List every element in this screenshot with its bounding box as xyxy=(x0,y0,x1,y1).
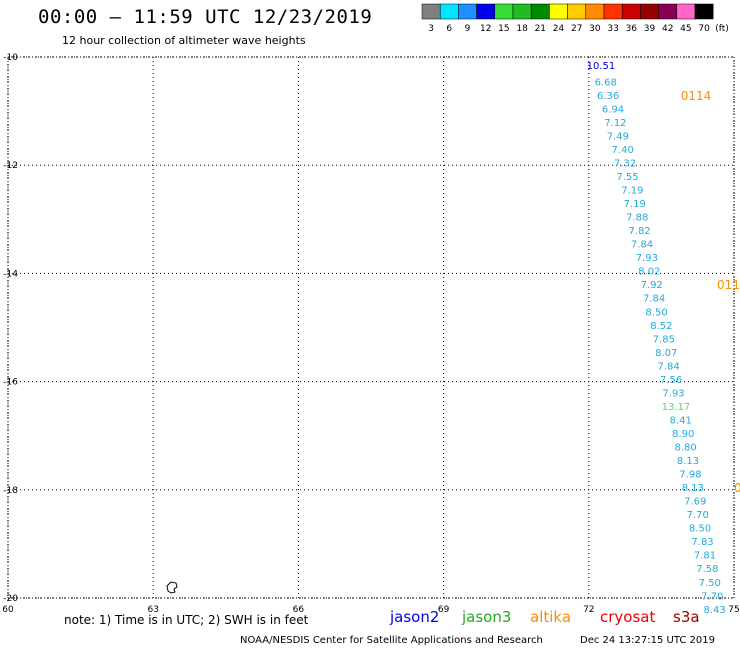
legend-label: 39 xyxy=(644,24,656,34)
legend-label: 45 xyxy=(680,24,691,34)
legend-label: 3 xyxy=(428,24,434,34)
lon-tick-label: 66 xyxy=(293,605,305,615)
legend-label: 12 xyxy=(480,24,491,34)
legend-label: 24 xyxy=(553,24,565,34)
wave-height-label[interactable]: 7.84 xyxy=(631,240,653,251)
wave-height-label[interactable]: 7.70 xyxy=(687,510,709,521)
wave-height-label[interactable]: 7.93 xyxy=(636,253,658,264)
map-frame xyxy=(7,56,735,599)
wave-height-label[interactable]: 7.70 xyxy=(701,591,723,602)
color-legend: 3 6 9 12 15 18 21 24 27 30 33 36 39 42 45 70 (ft) xyxy=(421,3,729,34)
wave-height-label[interactable]: 7.82 xyxy=(628,226,650,237)
pass-time-label: 011 xyxy=(734,481,740,495)
wave-height-label[interactable]: 7.12 xyxy=(604,118,626,129)
wave-height-label[interactable]: 8.90 xyxy=(672,429,694,440)
wave-height-label[interactable]: 8.52 xyxy=(650,321,672,332)
wave-height-label[interactable]: 7.58 xyxy=(696,564,718,575)
wave-height-label[interactable]: 7.55 xyxy=(616,172,638,183)
lat-tick-label: -10 xyxy=(3,53,18,63)
island-outline xyxy=(166,581,178,594)
legend-label: 6 xyxy=(446,24,452,34)
wave-height-label[interactable]: 8.02 xyxy=(638,267,660,278)
satellite-label-cryosat: cryosat xyxy=(600,608,656,626)
legend-label: 30 xyxy=(589,24,601,34)
satellite-label-jason3: jason3 xyxy=(462,608,512,626)
lon-tick-label: 69 xyxy=(438,605,450,615)
legend-label: 70 xyxy=(698,24,710,34)
page-subtitle: 12 hour collection of altimeter wave hei… xyxy=(62,34,306,47)
lat-tick-label: -14 xyxy=(3,269,18,279)
wave-height-label[interactable]: 7.81 xyxy=(694,551,716,562)
wave-height-label[interactable]: 7.84 xyxy=(658,361,680,372)
legend-label: 21 xyxy=(535,24,546,34)
wave-height-label[interactable]: 7.19 xyxy=(621,186,643,197)
page-title: 00:00 – 11:59 UTC 12/23/2019 xyxy=(38,6,373,28)
wave-height-label[interactable]: 7.92 xyxy=(641,280,663,291)
lat-tick-label: -12 xyxy=(3,161,18,171)
wave-height-label[interactable]: 7.69 xyxy=(684,497,706,508)
legend-label: 33 xyxy=(607,24,618,34)
lon-tick-label: 75 xyxy=(728,605,739,615)
wave-height-label[interactable]: 7.85 xyxy=(653,334,675,345)
wave-height-label[interactable]: 7.56 xyxy=(660,375,682,386)
wave-height-label[interactable]: 6.36 xyxy=(597,91,619,102)
legend-label: 15 xyxy=(498,24,509,34)
pass-time-label: 0114 xyxy=(681,89,712,103)
wave-height-label[interactable]: 6.94 xyxy=(602,104,624,115)
wave-height-label[interactable]: 6.68 xyxy=(595,77,617,88)
wave-height-label[interactable]: 8.07 xyxy=(655,348,677,359)
wave-height-label[interactable]: 8.80 xyxy=(674,443,696,454)
wave-height-label[interactable]: 8.41 xyxy=(670,415,692,426)
lat-tick-label: -20 xyxy=(3,594,18,604)
wave-height-label[interactable]: 8.50 xyxy=(645,307,667,318)
wave-height-label[interactable]: 7.32 xyxy=(614,158,636,169)
legend-label: 42 xyxy=(662,24,673,34)
wave-height-label[interactable]: 7.83 xyxy=(691,537,713,548)
wave-height-label[interactable]: 7.98 xyxy=(679,470,701,481)
credit-line: NOAA/NESDIS Center for Satellite Applica… xyxy=(240,635,543,646)
legend-unit: (ft) xyxy=(715,24,729,34)
wave-height-label[interactable]: 7.88 xyxy=(626,213,648,224)
wave-height-label[interactable]: 7.49 xyxy=(607,131,629,142)
wave-height-label[interactable]: 8.13 xyxy=(682,483,704,494)
pass-time-label: 0113 xyxy=(717,278,740,292)
lat-tick-label: -16 xyxy=(3,378,18,388)
lon-tick-label: 60 xyxy=(2,605,14,615)
wave-height-label[interactable]: 10.51 xyxy=(587,61,616,72)
wave-height-label[interactable]: 7.50 xyxy=(699,578,721,589)
legend-label: 36 xyxy=(626,24,638,34)
generated-timestamp: Dec 24 13:27:15 UTC 2019 xyxy=(580,635,715,646)
wave-height-label[interactable]: 7.19 xyxy=(624,199,646,210)
wave-height-label[interactable]: 8.43 xyxy=(704,605,726,616)
wave-height-label[interactable]: 8.50 xyxy=(689,524,711,535)
legend-label: 27 xyxy=(571,24,582,34)
lon-tick-label: 63 xyxy=(147,605,158,615)
lat-tick-label: -18 xyxy=(3,486,18,496)
legend-label: 9 xyxy=(465,24,471,34)
legend-label: 18 xyxy=(516,24,528,34)
wave-height-label[interactable]: 7.40 xyxy=(612,145,634,156)
satellite-label-jason2: jason2 xyxy=(390,608,440,626)
satellite-label-altika: altika xyxy=(530,608,572,626)
lon-tick-label: 72 xyxy=(583,605,594,615)
legend-swatch xyxy=(694,3,714,20)
wave-height-label[interactable]: 8.13 xyxy=(677,456,699,467)
wave-height-label[interactable]: 7.93 xyxy=(662,388,684,399)
wave-height-label[interactable]: 13.17 xyxy=(662,402,691,413)
units-note: note: 1) Time is in UTC; 2) SWH is in fe… xyxy=(64,613,309,627)
wave-height-label[interactable]: 7.84 xyxy=(643,294,665,305)
satellite-label-s3a: s3a xyxy=(673,608,700,626)
